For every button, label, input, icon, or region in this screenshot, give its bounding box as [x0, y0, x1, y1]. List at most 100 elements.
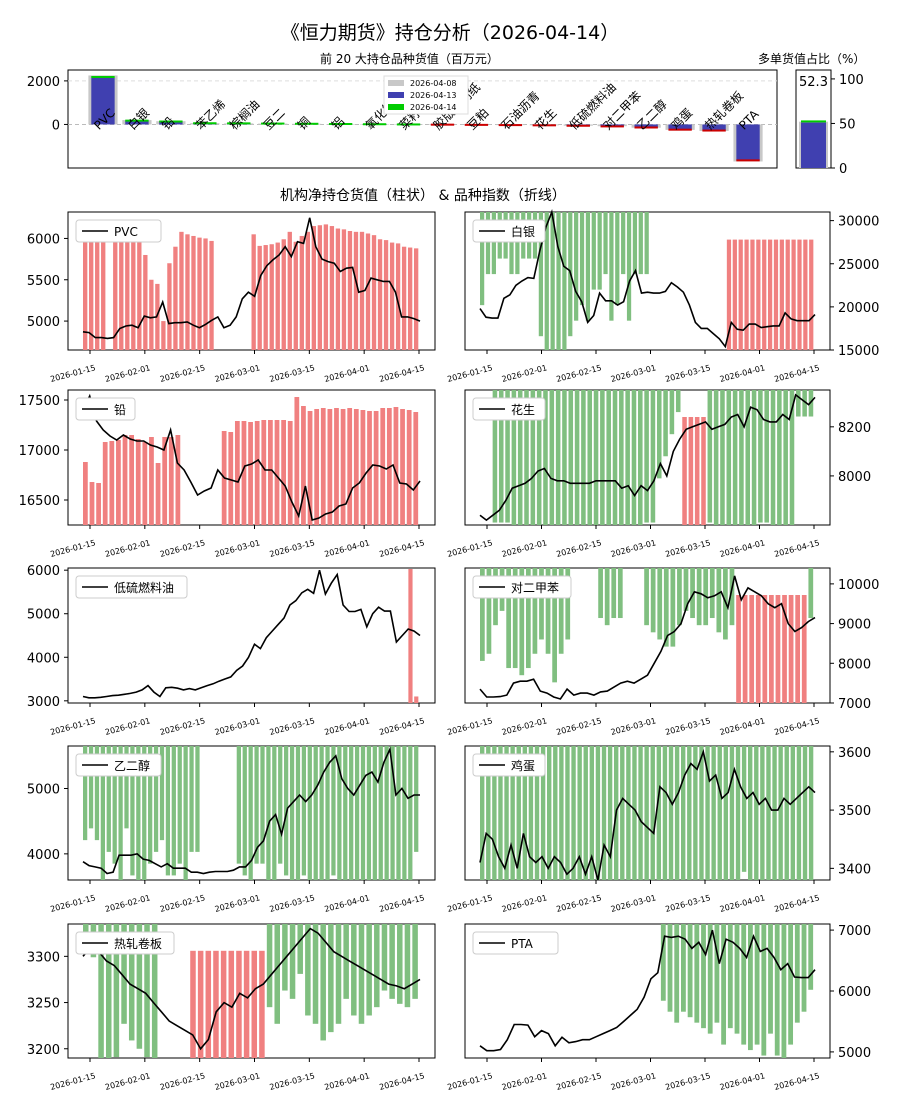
- net-position-bar: [511, 390, 517, 525]
- panel-xtick-label: 2026-03-01: [214, 538, 261, 559]
- net-position-bar: [598, 568, 603, 619]
- panel-xtick-label: 2026-04-15: [773, 538, 820, 559]
- net-position-bar: [401, 246, 407, 350]
- net-position-bar: [604, 568, 610, 626]
- net-position-bar: [95, 230, 100, 350]
- net-position-bar: [197, 237, 202, 350]
- net-position-bar: [519, 568, 525, 676]
- net-position-bar: [769, 595, 774, 703]
- index-line: [82, 217, 421, 340]
- panel-legend-box: [472, 219, 546, 243]
- net-position-bar: [644, 568, 649, 626]
- net-position-bar: [486, 568, 492, 654]
- net-position-bar: [195, 746, 200, 852]
- net-position-bar: [504, 746, 509, 880]
- net-position-bar: [360, 410, 366, 525]
- panel-legend-box: [75, 931, 175, 955]
- panel-frame: [67, 567, 436, 704]
- net-position-bar: [620, 746, 625, 880]
- net-position-bar: [705, 746, 710, 880]
- net-position-bar: [607, 746, 613, 880]
- net-position-bar: [155, 283, 160, 350]
- net-position-bar: [767, 239, 773, 350]
- net-position-bar: [524, 390, 529, 525]
- ratio-ytick-label: 100: [839, 73, 864, 88]
- net-position-bar: [213, 950, 219, 1058]
- net-position-bar: [413, 248, 419, 350]
- ratio-bar-0414: [801, 120, 826, 123]
- net-position-bar: [185, 234, 190, 350]
- net-position-bar: [779, 239, 784, 350]
- net-position-bar: [137, 238, 142, 350]
- net-position-bar: [236, 950, 242, 1058]
- panel-xtick-label: 2026-01-15: [446, 363, 493, 384]
- panel-ytick-label: 30000: [838, 215, 879, 230]
- net-position-bar: [492, 746, 497, 880]
- net-position-bar: [289, 924, 296, 999]
- net-position-bar: [748, 924, 753, 1051]
- net-position-bar: [242, 746, 247, 876]
- net-position-bar: [414, 746, 419, 852]
- panel-xtick-label: 2026-02-01: [501, 538, 548, 559]
- net-position-bar: [632, 212, 638, 275]
- net-position-bar: [650, 390, 656, 523]
- net-position-bar: [83, 462, 88, 525]
- panel-xtick-label: 2026-03-01: [214, 1071, 261, 1092]
- net-position-bar: [694, 417, 700, 525]
- panel-xtick-label: 2026-03-15: [664, 363, 711, 384]
- panel-ytick-label: 6000: [838, 985, 871, 1000]
- panel-xtick-label: 2026-02-01: [104, 893, 151, 914]
- ratio-ytick-label: 0: [839, 162, 847, 177]
- panel-xtick-label: 2026-04-01: [323, 1071, 370, 1092]
- net-position-bar: [380, 408, 386, 525]
- net-position-bar: [167, 263, 172, 350]
- net-position-bar: [626, 746, 631, 880]
- net-position-bar: [656, 746, 662, 880]
- panel-xtick-label: 2026-03-15: [269, 1071, 316, 1092]
- top-category-label: 豆二: [261, 106, 288, 133]
- net-position-bar: [587, 390, 593, 525]
- net-position-bar: [732, 239, 737, 350]
- net-position-bar: [801, 924, 807, 1012]
- top-bar-0414: [430, 123, 455, 126]
- net-position-bar: [506, 568, 512, 669]
- panel-xtick-label: 2026-03-01: [214, 716, 261, 737]
- net-position-bar: [675, 390, 681, 413]
- ratio-chart-title: 多单货值占比（%）: [758, 52, 866, 66]
- net-position-bar: [257, 245, 262, 350]
- net-position-bar: [683, 568, 689, 611]
- net-position-bar: [581, 390, 586, 525]
- net-position-bar: [220, 950, 227, 1058]
- net-position-bar: [209, 240, 214, 350]
- net-position-bar: [550, 212, 555, 350]
- top-category-label: 铅: [159, 114, 177, 132]
- net-position-bar: [136, 924, 143, 1049]
- net-position-bar: [696, 568, 702, 626]
- panel-xtick-label: 2026-02-15: [555, 538, 602, 559]
- panel-xtick-label: 2026-04-15: [378, 538, 425, 559]
- net-position-bar: [583, 746, 588, 880]
- net-position-bar: [325, 746, 330, 880]
- top-category-label: 棕榈油: [226, 96, 262, 132]
- panel-xtick-label: 2026-01-15: [49, 716, 96, 737]
- panel-legend-label: 乙二醇: [114, 758, 150, 773]
- net-position-bar: [781, 924, 787, 1058]
- net-position-bar: [485, 212, 491, 275]
- panel-xtick-label: 2026-03-15: [664, 716, 711, 737]
- ratio-value-label: 52.3: [799, 75, 828, 90]
- net-position-bar: [674, 924, 680, 1023]
- panel-legend-label: 热轧卷板: [114, 936, 162, 951]
- net-position-bar: [402, 746, 407, 880]
- panel-ytick-label: 16500: [19, 494, 60, 509]
- net-position-bar: [281, 420, 286, 525]
- net-position-bar: [183, 746, 188, 880]
- net-position-bar: [305, 924, 311, 1016]
- net-position-bar: [381, 924, 388, 991]
- net-position-bar: [532, 568, 538, 654]
- net-position-bar: [173, 246, 178, 350]
- net-position-bar: [536, 390, 542, 525]
- panel-legend-box: [472, 397, 546, 421]
- net-position-bar: [644, 746, 649, 880]
- net-position-bar: [96, 483, 101, 525]
- net-position-bar: [681, 924, 686, 1012]
